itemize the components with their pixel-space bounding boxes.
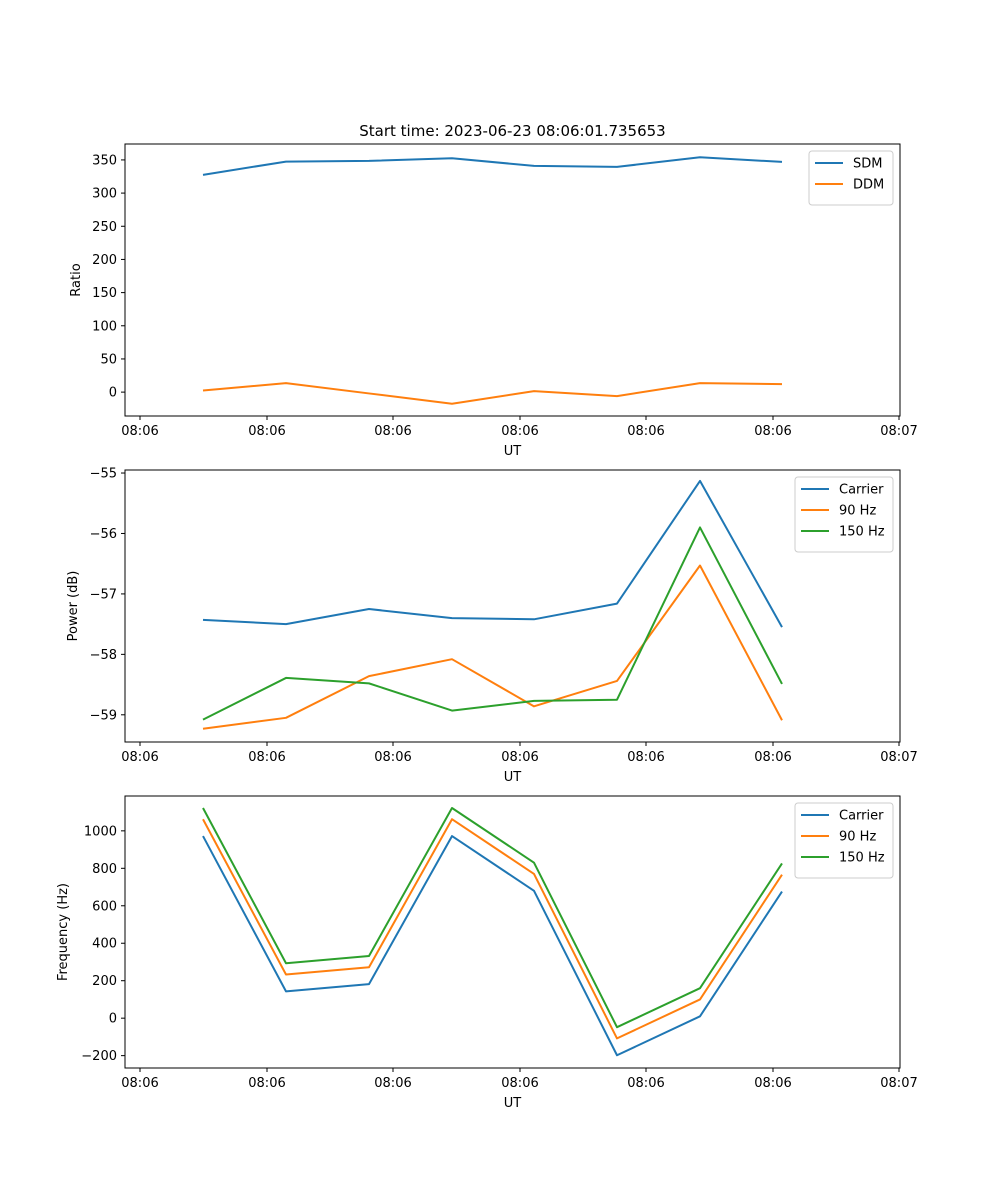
legend-label: 90 Hz: [839, 504, 876, 519]
series-line-150-hz: [202, 526, 783, 721]
legend-label: DDM: [853, 178, 884, 193]
y-tick-label: 250: [92, 220, 117, 235]
legend-label: 150 Hz: [839, 525, 885, 540]
x-tick-label: 08:06: [121, 424, 158, 439]
x-tick-label: 08:06: [248, 1076, 285, 1091]
x-tick-label: 08:06: [627, 750, 664, 765]
subplot-2: 08:06 08:06 08:06 08:06 08:06 08:06 08:07 −59 −5…: [66, 467, 918, 785]
x-tick-label: 08:06: [627, 1076, 664, 1091]
subplot-3: 08:06 08:06 08:06 08:06 08:06 08:06 08:07 −200 0…: [56, 795, 918, 1111]
legend-box: [808, 150, 894, 206]
y-tick-label: −59: [90, 708, 117, 723]
y-tick-label: −56: [90, 527, 117, 542]
figure-title: Start time: 2023-06-23 08:06:01.735653: [359, 122, 665, 140]
x-tick-label: 08:06: [501, 424, 538, 439]
legend: SDM DDM: [808, 150, 894, 206]
y-tick-label: 50: [100, 352, 117, 367]
x-axis-label: UT: [504, 770, 522, 785]
x-axis-label: UT: [504, 444, 522, 459]
x-tick-label: 08:06: [754, 424, 791, 439]
y-axis-label: Power (dB): [66, 571, 81, 642]
subplot-1: 08:06 08:06 08:06 08:06 08:06 08:06 08:07 0 50 10…: [69, 143, 918, 459]
x-tick-label: 08:06: [754, 750, 791, 765]
x-tick-label: 08:06: [121, 750, 158, 765]
x-tick-label: 08:06: [248, 424, 285, 439]
y-axis-label: Ratio: [69, 263, 84, 296]
x-tick-label: 08:07: [880, 750, 917, 765]
x-tick-label: 08:06: [501, 750, 538, 765]
axes-frame: [124, 795, 901, 1069]
x-tick-label: 08:07: [880, 1076, 917, 1091]
y-axis-label: Frequency (Hz): [56, 883, 71, 981]
y-tick-label: 200: [92, 974, 117, 989]
legend-label: 150 Hz: [839, 851, 885, 866]
x-tick-label: 08:06: [754, 1076, 791, 1091]
y-tick-label: 800: [92, 862, 117, 877]
x-tick-label: 08:06: [248, 750, 285, 765]
y-tick-label: 350: [92, 153, 117, 168]
x-tick-label: 08:06: [374, 424, 411, 439]
subplots: 08:06 08:06 08:06 08:06 08:06 08:06 08:07 0 50 10…: [56, 143, 918, 1111]
y-tick-label: 200: [92, 253, 117, 268]
y-tick-label: 150: [92, 286, 117, 301]
y-tick-label: −58: [90, 648, 117, 663]
legend-box: [794, 476, 894, 553]
legend-label: SDM: [853, 157, 882, 172]
y-tick-label: −57: [90, 587, 117, 602]
x-axis-label: UT: [504, 1096, 522, 1111]
x-tick-label: 08:06: [121, 1076, 158, 1091]
series-line-90-hz: [202, 564, 783, 730]
legend-box: [794, 802, 894, 879]
legend: Carrier 90 Hz 150 Hz: [794, 476, 894, 553]
legend: Carrier 90 Hz 150 Hz: [794, 802, 894, 879]
y-tick-label: 1000: [84, 824, 117, 839]
y-tick-label: −55: [90, 467, 117, 482]
series-line-ddm: [202, 382, 783, 405]
series-line-carrier: [202, 835, 783, 1057]
axes-frame: [124, 469, 901, 743]
x-tick-label: 08:07: [880, 424, 917, 439]
series-line-carrier: [202, 479, 783, 628]
legend-label: Carrier: [839, 483, 884, 498]
y-tick-label: −200: [81, 1049, 117, 1064]
y-tick-label: 300: [92, 187, 117, 202]
y-tick-label: 0: [109, 1012, 117, 1027]
legend-label: 90 Hz: [839, 830, 876, 845]
x-tick-label: 08:06: [374, 1076, 411, 1091]
y-tick-label: 0: [109, 386, 117, 401]
axes-frame: [124, 143, 901, 417]
series-line-150-hz: [202, 806, 783, 1029]
x-tick-label: 08:06: [627, 424, 664, 439]
x-tick-label: 08:06: [374, 750, 411, 765]
x-tick-label: 08:06: [501, 1076, 538, 1091]
y-tick-label: 400: [92, 937, 117, 952]
series-line-90-hz: [202, 818, 783, 1040]
y-tick-label: 600: [92, 899, 117, 914]
series-line-sdm: [202, 156, 783, 176]
y-tick-label: 100: [92, 319, 117, 334]
legend-label: Carrier: [839, 809, 884, 824]
